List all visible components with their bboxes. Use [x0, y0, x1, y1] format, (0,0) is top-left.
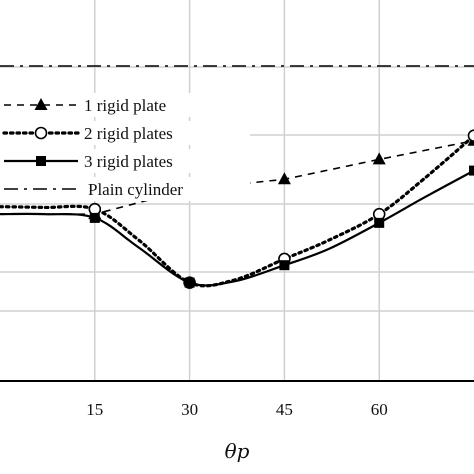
data-point-triangle [277, 172, 291, 185]
data-point-circle [467, 129, 474, 143]
legend-label: 1 rigid plate [84, 96, 166, 115]
data-point-square [374, 217, 385, 228]
x-tick-label: 15 [86, 400, 103, 419]
legend-item: 1 rigid plate [0, 93, 250, 117]
x-tick-labels: 15 30 45 60 [86, 400, 387, 419]
legend-label: 2 rigid plates [84, 124, 173, 143]
x-tick-label: 30 [181, 400, 198, 419]
data-point-square [89, 212, 100, 223]
series-2-rigid-plates [0, 129, 474, 289]
x-tick-label: 45 [276, 400, 293, 419]
legend-label: Plain cylinder [88, 180, 183, 199]
data-point-square [184, 277, 195, 288]
data-point-circle [34, 126, 48, 140]
x-tick-label: 60 [371, 400, 388, 419]
legend-item: 2 rigid plates [0, 121, 250, 145]
series-line [0, 134, 474, 288]
data-point-square [279, 260, 290, 271]
legend: 1 rigid plate 2 rigid plates 3 rigid plate… [0, 93, 250, 201]
series-3-rigid-plates [0, 165, 474, 288]
data-point-square [469, 165, 474, 176]
series-line [0, 169, 474, 287]
legend-label: 3 rigid plates [84, 152, 173, 171]
data-point-triangle [34, 98, 48, 110]
legend-item: Plain cylinder [0, 177, 250, 201]
x-axis-label: θp [225, 439, 250, 463]
legend-item: 3 rigid plates [0, 149, 250, 173]
data-point-triangle [372, 152, 386, 165]
data-point-square [36, 156, 46, 166]
